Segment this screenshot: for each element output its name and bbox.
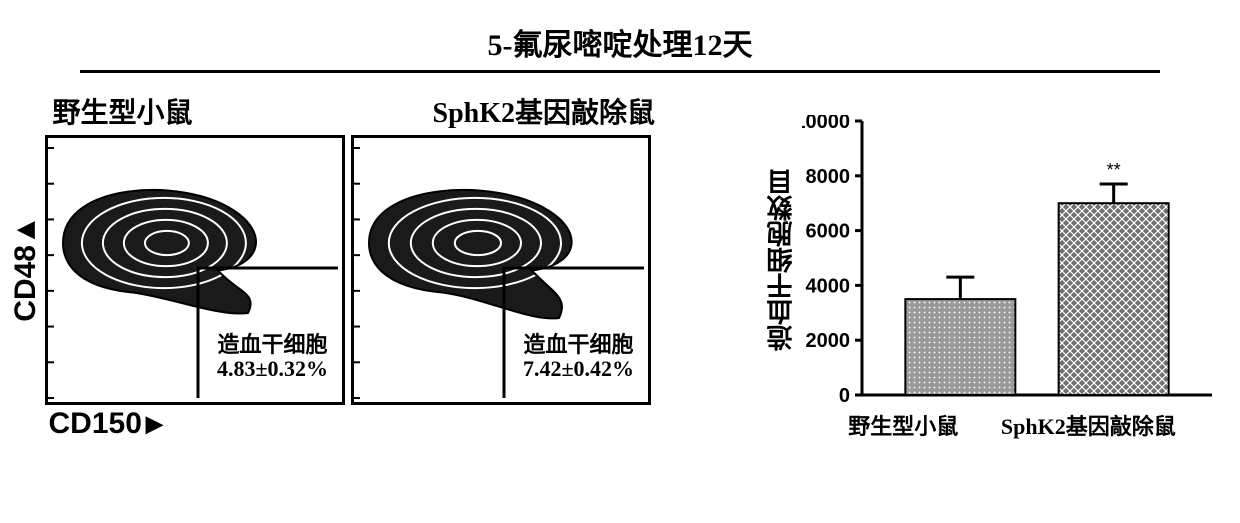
figure-root: 5-氟尿嘧啶处理12天 野生型小鼠 SphK2基因敲除鼠 CD48 ▶ 造血干细… — [20, 20, 1220, 441]
bar-block: 造血干细胞数目 0 2000 4000 6000 8000 10000 ** 野生型小鼠 S… — [763, 115, 1232, 441]
svg-text:10000: 10000 — [802, 115, 850, 133]
y-axis-label: CD48 ▶ — [9, 219, 43, 322]
x-axis-label: CD150 ▶ — [49, 407, 163, 441]
flow-panel-wt: 造血干细胞 4.83±0.32% — [45, 135, 345, 405]
svg-text:0: 0 — [838, 385, 849, 405]
flow-label-wt: 野生型小鼠 — [53, 91, 353, 131]
gate-text-wt: 造血干细胞 4.83±0.32% — [193, 333, 353, 381]
gate-text-ko: 造血干细胞 7.42±0.42% — [499, 333, 659, 381]
flow-panel-ko: 造血干细胞 7.42±0.42% — [351, 135, 651, 405]
gate-pct-wt: 4.83±0.32% — [193, 357, 353, 381]
svg-text:8000: 8000 — [805, 166, 850, 188]
svg-text:**: ** — [1106, 160, 1120, 180]
flow-panels: CD48 ▶ 造血干细胞 4.83±0.32% 造血干细胞 7 — [9, 135, 651, 405]
flow-labels-row: 野生型小鼠 SphK2基因敲除鼠 — [53, 91, 777, 131]
y-axis-arrow-icon: ▶ — [17, 219, 34, 245]
bar-chart-wrap: 造血干细胞数目 0 2000 4000 6000 8000 10000 ** — [763, 115, 1232, 405]
title-rule — [80, 70, 1160, 73]
svg-text:6000: 6000 — [805, 221, 850, 243]
svg-text:2000: 2000 — [805, 330, 850, 352]
bar-xlabels: 野生型小鼠 SphK2基因敲除鼠 — [827, 409, 1197, 441]
flow-block: 野生型小鼠 SphK2基因敲除鼠 CD48 ▶ 造血干细胞 4.83±0.32% — [9, 91, 733, 441]
gate-pct-ko: 7.42±0.42% — [499, 357, 659, 381]
title-area: 5-氟尿嘧啶处理12天 — [20, 20, 1220, 87]
bar-xlabel-ko: SphK2基因敲除鼠 — [1001, 409, 1176, 441]
figure-title: 5-氟尿嘧啶处理12天 — [488, 20, 753, 64]
flow-label-ko: SphK2基因敲除鼠 — [433, 91, 733, 131]
x-axis-text: CD150 — [49, 407, 142, 441]
x-axis-arrow-icon: ▶ — [146, 411, 163, 437]
y-axis-text: CD48 — [9, 245, 43, 322]
gate-name-wt: 造血干细胞 — [193, 333, 353, 357]
gate-name-ko: 造血干细胞 — [499, 333, 659, 357]
main-row: 野生型小鼠 SphK2基因敲除鼠 CD48 ▶ 造血干细胞 4.83±0.32% — [9, 91, 1232, 441]
bar-chart: 0 2000 4000 6000 8000 10000 ** — [802, 115, 1232, 405]
bar-ylabel: 造血干细胞数目 — [763, 169, 800, 351]
bar-xlabel-wt: 野生型小鼠 — [848, 409, 958, 441]
svg-text:4000: 4000 — [805, 275, 850, 297]
